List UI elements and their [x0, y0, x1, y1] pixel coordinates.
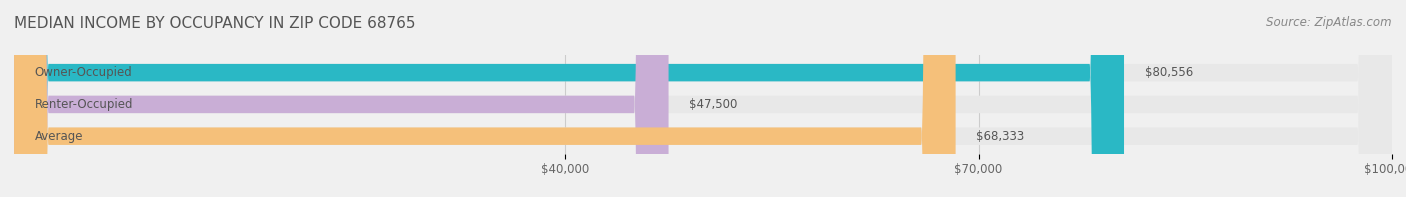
Text: Renter-Occupied: Renter-Occupied — [35, 98, 134, 111]
Text: $68,333: $68,333 — [976, 130, 1025, 143]
Text: $47,500: $47,500 — [689, 98, 738, 111]
FancyBboxPatch shape — [14, 0, 1392, 197]
Text: $80,556: $80,556 — [1144, 66, 1192, 79]
FancyBboxPatch shape — [14, 0, 1392, 197]
FancyBboxPatch shape — [14, 0, 956, 197]
Text: MEDIAN INCOME BY OCCUPANCY IN ZIP CODE 68765: MEDIAN INCOME BY OCCUPANCY IN ZIP CODE 6… — [14, 16, 416, 31]
FancyBboxPatch shape — [14, 0, 669, 197]
FancyBboxPatch shape — [14, 0, 1123, 197]
Text: Source: ZipAtlas.com: Source: ZipAtlas.com — [1267, 16, 1392, 29]
FancyBboxPatch shape — [14, 0, 1392, 197]
Text: Owner-Occupied: Owner-Occupied — [35, 66, 132, 79]
Text: Average: Average — [35, 130, 83, 143]
